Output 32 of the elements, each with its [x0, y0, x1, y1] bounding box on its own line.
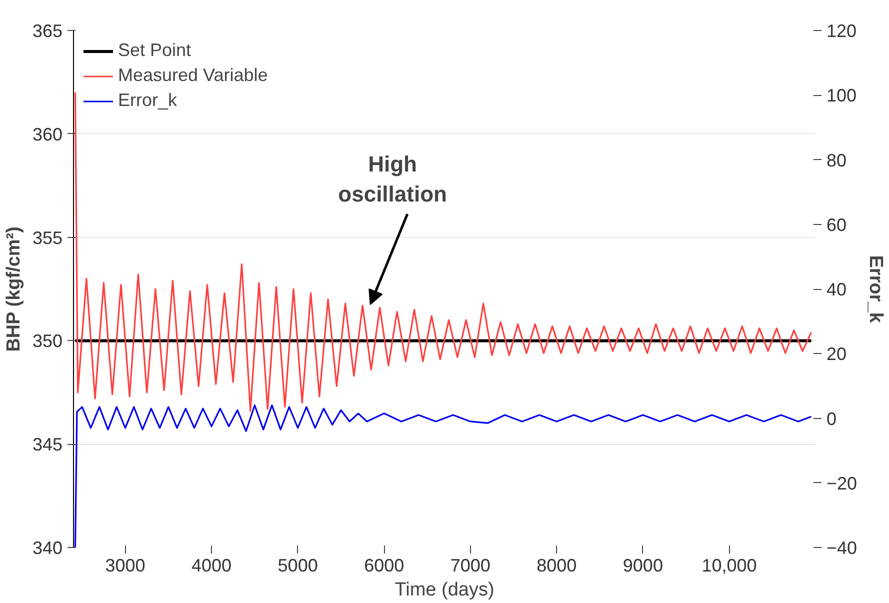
y2-tick-label: 100: [826, 86, 857, 106]
x-tick-label: 3000: [105, 556, 146, 576]
y-tick-label: 360: [32, 124, 63, 144]
legend-label: Error_k: [118, 90, 178, 111]
y-tick-label: 350: [32, 331, 63, 352]
legend-label: Measured Variable: [118, 65, 268, 86]
x-tick-label: 4000: [192, 556, 232, 576]
y-axis-title: BHP (kgf/cm²): [3, 226, 24, 352]
y2-tick-label: 40: [826, 280, 847, 300]
line-series: [74, 404, 812, 548]
legend-label: Set Point: [118, 40, 192, 61]
x-tick-label: 5000: [278, 556, 318, 576]
y2-tick-label: 80: [826, 150, 847, 170]
y2-axis-title: Error_k: [865, 255, 886, 324]
x-tick-label: 9000: [622, 556, 663, 576]
y2-tick-label: 20: [826, 344, 847, 364]
x-axis-title: Time (days): [394, 580, 494, 600]
y-tick-label: 340: [32, 538, 63, 558]
line-series: [74, 92, 812, 412]
y2-tick-label: −40: [826, 538, 858, 558]
x-tick-label: 7000: [450, 556, 490, 576]
y2-tick-label: −20: [826, 473, 858, 494]
y-tick-label: 345: [32, 434, 63, 455]
x-tick-label: 10,000: [702, 556, 757, 576]
y2-tick-label: 120: [826, 21, 857, 41]
y-tick-label: 365: [32, 21, 63, 41]
y2-tick-label: 0: [826, 408, 837, 429]
y-tick-label: 355: [32, 228, 63, 248]
x-tick-label: 6000: [364, 556, 404, 576]
y2-tick-label: 60: [826, 214, 847, 235]
annotation: High oscillation: [338, 151, 447, 206]
x-tick-label: 8000: [536, 556, 577, 576]
